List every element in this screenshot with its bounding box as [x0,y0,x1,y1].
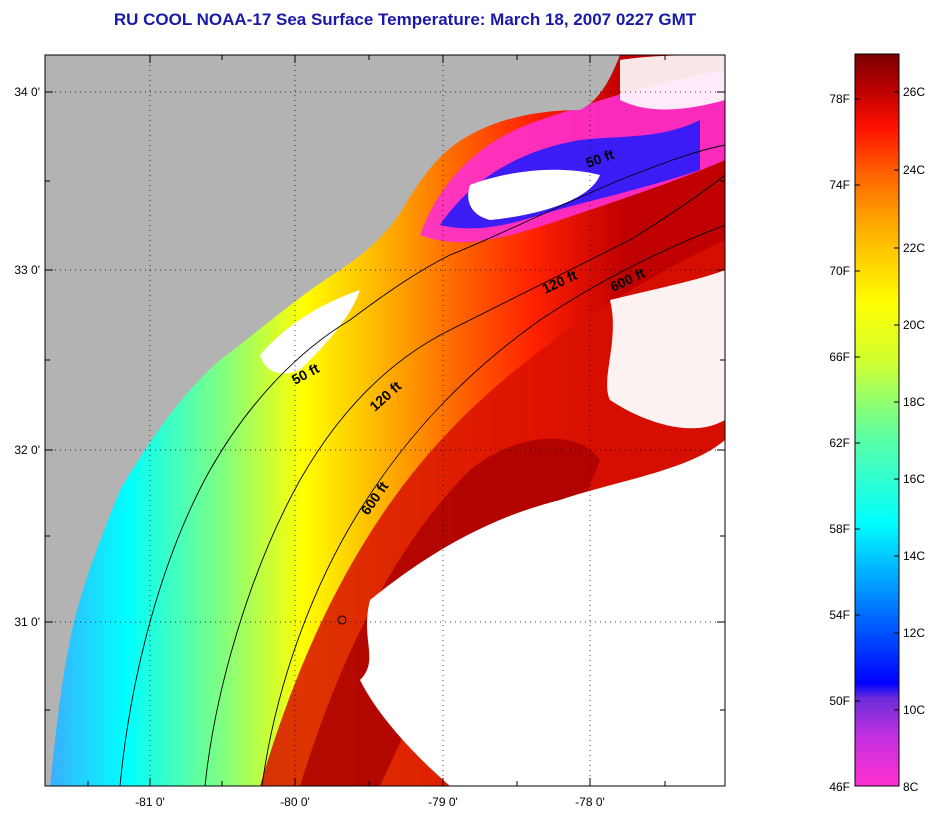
colorbar [854,53,900,787]
cb-f-46: 46F [829,780,850,794]
cb-c-22: 22C [903,241,925,255]
lat-label-33: 33 0' [14,263,40,277]
map-title: RU COOL NOAA-17 Sea Surface Temperature:… [113,10,697,29]
lon-label-81: -81 0' [135,795,165,809]
cb-c-18: 18C [903,395,925,409]
contour-50ft [119,144,725,786]
contour-120ft [204,174,725,786]
land-mass [45,55,620,786]
lat-label-31: 31 0' [14,615,40,629]
station-marker [337,615,347,625]
lon-label-80: -80 0' [280,795,310,809]
axis-ticks [45,55,725,786]
cb-f-50: 50F [829,694,850,708]
cloud-mask-east [607,270,725,429]
cloud-mask-northeast [620,55,725,110]
cb-f-58: 58F [829,522,850,536]
colorbar-ticks [855,91,899,711]
cb-f-70: 70F [829,264,850,278]
lon-label-78: -78 0' [575,795,605,809]
cb-c-14: 14C [903,549,925,563]
cb-f-74: 74F [829,178,850,192]
cb-f-78: 78F [829,92,850,106]
cb-c-12: 12C [903,626,925,640]
map-frame [44,54,726,787]
lon-label-79: -79 0' [428,795,458,809]
map-area [45,55,725,786]
cb-c-8: 8C [903,780,919,794]
cloud-mask-southeast [360,440,725,786]
lat-label-32: 32 0' [14,443,40,457]
graticule [45,55,725,786]
cloud-mask-north [468,169,600,220]
cloud-mask-nearshore [260,290,360,374]
cb-c-16: 16C [903,472,925,486]
cb-f-66: 66F [829,350,850,364]
cb-c-26: 26C [903,85,925,99]
cb-c-10: 10C [903,703,925,717]
contour-600ft [261,224,725,786]
cb-c-24: 24C [903,163,925,177]
cb-f-54: 54F [829,608,850,622]
cb-c-20: 20C [903,318,925,332]
cb-f-62: 62F [829,436,850,450]
lat-label-34: 34 0' [14,85,40,99]
